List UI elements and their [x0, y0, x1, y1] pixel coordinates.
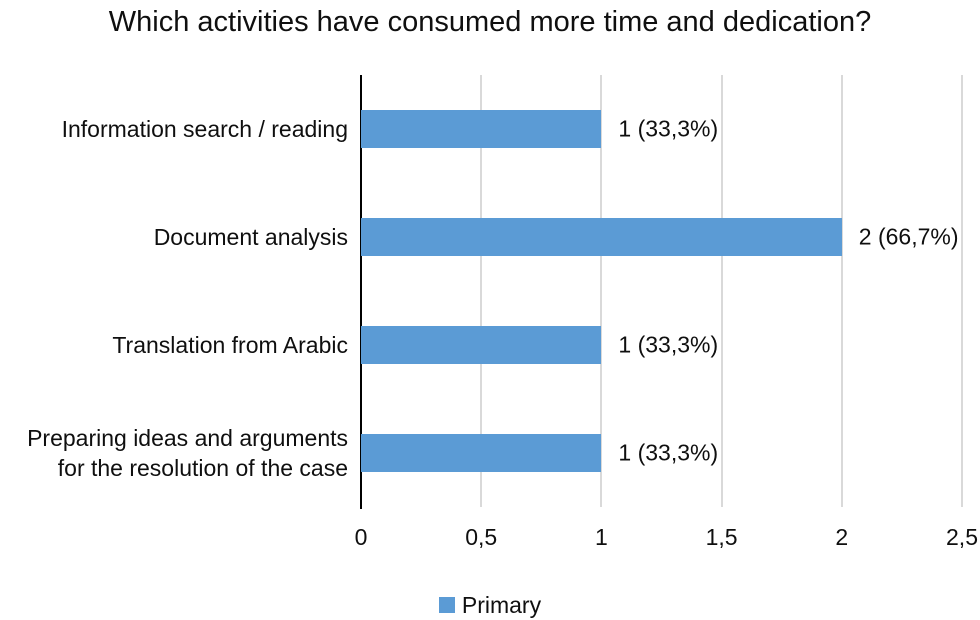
- x-axis-tick-label: 0: [354, 524, 368, 550]
- x-axis-tick-label: 1: [594, 524, 608, 550]
- bar-value-label: 1 (33,3%): [618, 331, 719, 358]
- category-label: Information search / reading: [61, 116, 348, 142]
- bar-value-label: 1 (33,3%): [618, 115, 719, 142]
- bar-value-label: 2 (66,7%): [858, 223, 959, 250]
- gridline: [720, 75, 723, 507]
- gridline: [480, 75, 483, 507]
- x-axis-tick-label: 2,5: [946, 524, 978, 550]
- x-axis-tick-label: 0,5: [465, 524, 498, 550]
- bar-value-label: 1 (33,3%): [618, 439, 719, 466]
- legend-swatch-icon: [438, 597, 455, 613]
- category-label: Translation from Arabic: [112, 332, 348, 358]
- category-label: Preparing ideas and arguments for the re…: [27, 425, 348, 481]
- x-axis-tick-label: 2: [835, 524, 849, 550]
- x-axis-tick-label: 1,5: [705, 524, 738, 550]
- category-label: Document analysis: [153, 224, 348, 250]
- bar: [361, 218, 842, 256]
- y-axis-line: [360, 75, 362, 509]
- gridline: [840, 75, 843, 507]
- gridline: [961, 75, 963, 507]
- legend-label: Primary: [461, 591, 542, 618]
- legend: Primary: [0, 590, 980, 620]
- bar: [361, 110, 602, 148]
- gridline: [600, 75, 603, 507]
- chart-title: Which activities have consumed more time…: [108, 6, 872, 38]
- bar: [361, 326, 602, 364]
- bar: [361, 434, 602, 472]
